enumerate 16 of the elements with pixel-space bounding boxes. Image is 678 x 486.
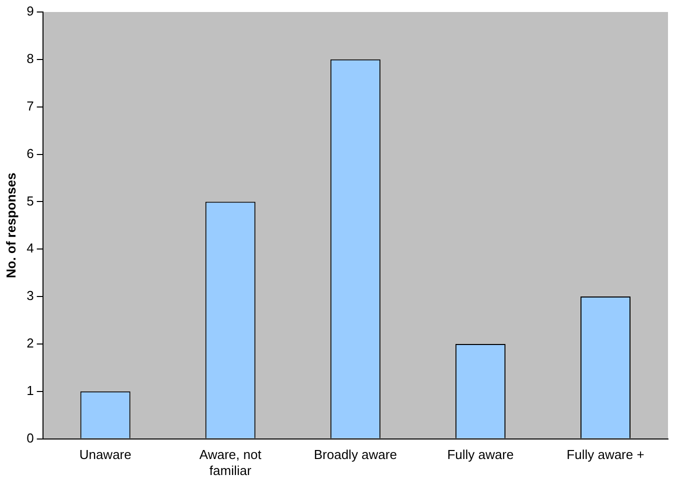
y-tick-label: 8 xyxy=(26,51,34,66)
y-tick-label: 1 xyxy=(26,382,34,398)
y-tick-label: 3 xyxy=(26,288,34,304)
y-tick-label: 9 xyxy=(26,4,34,19)
y-tick-label: 2 xyxy=(26,336,34,351)
y-tick-label: 6 xyxy=(26,146,34,161)
x-tick-label: Fully aware xyxy=(447,447,514,462)
x-tick-label: Broadly aware xyxy=(314,447,397,462)
x-tick-label: Unaware xyxy=(79,447,132,462)
y-axis-title: No. of responses xyxy=(3,172,18,278)
y-tick-label: 4 xyxy=(26,240,34,256)
y-tick-label: 0 xyxy=(26,430,34,446)
x-tick-label: Fully aware + xyxy=(566,447,644,462)
x-tick-label: Aware, not familiar xyxy=(199,447,262,478)
y-tick-label: 7 xyxy=(26,98,34,114)
y-tick-label: 5 xyxy=(26,193,34,208)
